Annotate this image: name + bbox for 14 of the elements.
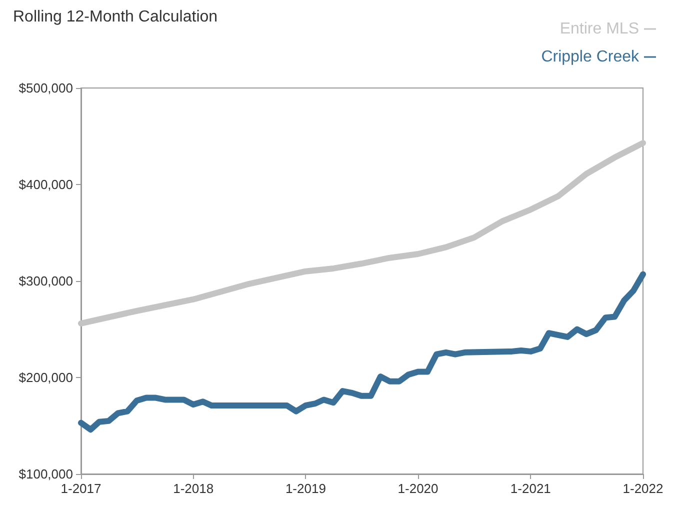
- chart-title: Rolling 12-Month Calculation: [13, 8, 218, 26]
- x-tick-label: 1-2021: [510, 481, 551, 496]
- y-tick-label: $500,000: [18, 80, 73, 96]
- y-tick-label: $300,000: [18, 274, 73, 288]
- x-tick-label: 1-2019: [285, 481, 326, 496]
- y-tick-label: $200,000: [18, 370, 73, 385]
- x-tick-label: 1-2022: [622, 481, 664, 496]
- legend-label: Cripple Creek: [541, 48, 640, 66]
- x-tick-label: 1-2017: [60, 481, 102, 496]
- x-tick-label: 1-2018: [173, 481, 214, 496]
- y-tick-label: $400,000: [18, 177, 73, 192]
- x-tick-label: 1-2020: [398, 481, 438, 496]
- y-tick-label: $100,000: [18, 466, 73, 482]
- legend-label: Entire MLS: [560, 20, 639, 38]
